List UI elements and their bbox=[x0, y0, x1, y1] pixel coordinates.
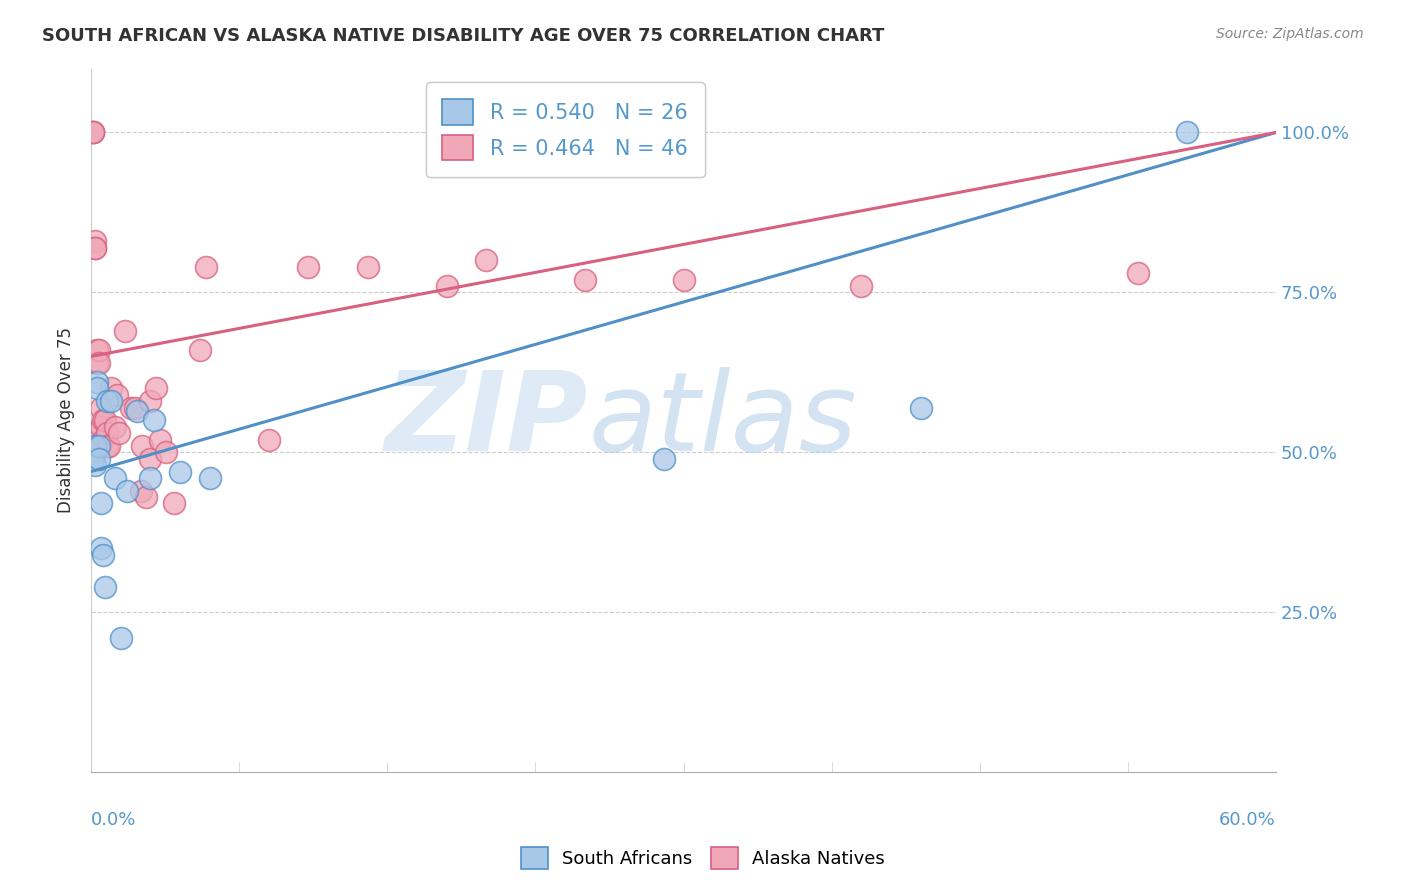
Point bbox=[163, 496, 186, 510]
Point bbox=[105, 388, 128, 402]
Point bbox=[125, 403, 148, 417]
Point bbox=[104, 471, 127, 485]
Point bbox=[84, 439, 107, 453]
Point bbox=[90, 401, 112, 415]
Point bbox=[91, 413, 114, 427]
Point bbox=[82, 451, 104, 466]
Text: ZIP: ZIP bbox=[385, 367, 589, 474]
Point bbox=[107, 426, 129, 441]
Text: 0.0%: 0.0% bbox=[91, 811, 136, 829]
Point bbox=[129, 483, 152, 498]
Point bbox=[91, 548, 114, 562]
Point bbox=[257, 433, 280, 447]
Point bbox=[1126, 266, 1149, 280]
Point bbox=[100, 381, 122, 395]
Point bbox=[672, 272, 695, 286]
Point bbox=[94, 413, 117, 427]
Point bbox=[82, 451, 104, 466]
Point bbox=[149, 433, 172, 447]
Text: SOUTH AFRICAN VS ALASKA NATIVE DISABILITY AGE OVER 75 CORRELATION CHART: SOUTH AFRICAN VS ALASKA NATIVE DISABILIT… bbox=[42, 27, 884, 45]
Point bbox=[84, 241, 107, 255]
Point bbox=[91, 433, 114, 447]
Point bbox=[86, 375, 108, 389]
Y-axis label: Disability Age Over 75: Disability Age Over 75 bbox=[58, 327, 75, 513]
Point bbox=[87, 356, 110, 370]
Legend: South Africans, Alaska Natives: South Africans, Alaska Natives bbox=[512, 838, 894, 879]
Point bbox=[84, 234, 107, 248]
Text: Source: ZipAtlas.com: Source: ZipAtlas.com bbox=[1216, 27, 1364, 41]
Point bbox=[145, 381, 167, 395]
Point bbox=[94, 580, 117, 594]
Point bbox=[135, 490, 157, 504]
Point bbox=[86, 381, 108, 395]
Point bbox=[124, 401, 146, 415]
Point bbox=[356, 260, 378, 274]
Point bbox=[84, 458, 107, 472]
Point bbox=[169, 465, 191, 479]
Point bbox=[198, 471, 221, 485]
Point bbox=[84, 241, 107, 255]
Point bbox=[96, 426, 118, 441]
Point bbox=[82, 126, 104, 140]
Point bbox=[100, 394, 122, 409]
Point bbox=[87, 451, 110, 466]
Point bbox=[139, 394, 162, 409]
Point bbox=[90, 419, 112, 434]
Point bbox=[297, 260, 319, 274]
Point bbox=[110, 631, 132, 645]
Point bbox=[90, 496, 112, 510]
Point bbox=[87, 439, 110, 453]
Point bbox=[82, 126, 104, 140]
Point bbox=[96, 439, 118, 453]
Point bbox=[86, 343, 108, 357]
Point bbox=[87, 343, 110, 357]
Point bbox=[155, 445, 177, 459]
Point bbox=[120, 401, 142, 415]
Text: 60.0%: 60.0% bbox=[1219, 811, 1277, 829]
Point bbox=[131, 439, 153, 453]
Point bbox=[114, 324, 136, 338]
Point bbox=[139, 451, 162, 466]
Point bbox=[82, 126, 104, 140]
Point bbox=[104, 419, 127, 434]
Point bbox=[97, 439, 120, 453]
Point bbox=[194, 260, 217, 274]
Point bbox=[87, 426, 110, 441]
Point bbox=[139, 471, 162, 485]
Point bbox=[188, 343, 211, 357]
Point bbox=[143, 413, 166, 427]
Point bbox=[115, 483, 138, 498]
Point bbox=[574, 272, 596, 286]
Point bbox=[86, 356, 108, 370]
Point bbox=[90, 541, 112, 556]
Point bbox=[652, 451, 675, 466]
Point bbox=[475, 253, 498, 268]
Point bbox=[910, 401, 932, 415]
Point bbox=[436, 279, 458, 293]
Text: atlas: atlas bbox=[589, 367, 858, 474]
Point bbox=[851, 279, 873, 293]
Legend: R = 0.540   N = 26, R = 0.464   N = 46: R = 0.540 N = 26, R = 0.464 N = 46 bbox=[426, 82, 704, 177]
Point bbox=[1175, 126, 1198, 140]
Point bbox=[96, 394, 118, 409]
Point bbox=[82, 451, 104, 466]
